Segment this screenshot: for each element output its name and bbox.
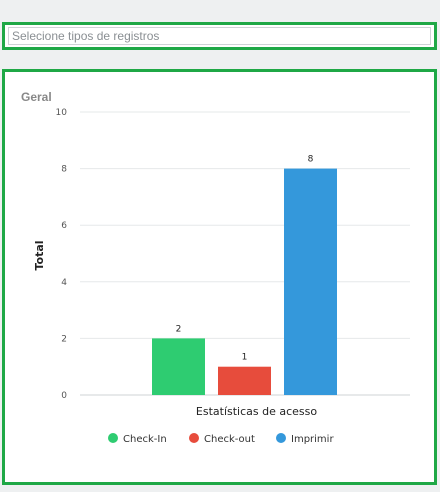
bar-value-label: 8 [308, 155, 314, 165]
bar-value-label: 1 [242, 353, 248, 363]
legend-label: Check-out [204, 434, 255, 445]
record-type-filter [2, 22, 437, 50]
y-axis-title: Total [33, 240, 46, 270]
chart-card: Geral 0 2 4 6 8 10 2 1 8 Total Estatísticas de … [2, 69, 437, 485]
y-tick-label: 0 [61, 391, 67, 401]
legend-marker [189, 433, 199, 443]
legend-marker [108, 433, 118, 443]
legend-label: Check-In [123, 434, 167, 445]
bar-value-label: 2 [176, 324, 182, 334]
legend-marker [276, 433, 286, 443]
legend-item-check-in[interactable]: Check-In [108, 433, 167, 445]
y-tick-label: 6 [61, 221, 67, 231]
legend-item-imprimir[interactable]: Imprimir [276, 433, 334, 445]
record-type-select-input[interactable] [8, 27, 431, 45]
bar-check-out[interactable] [218, 366, 271, 395]
legend-label: Imprimir [291, 434, 334, 445]
y-tick-label: 8 [61, 165, 67, 175]
bar-check-in[interactable] [152, 338, 205, 395]
y-tick-label: 4 [61, 278, 67, 288]
card-title: Geral [21, 90, 52, 104]
x-axis-title: Estatísticas de acesso [196, 405, 317, 418]
bar-imprimir[interactable] [284, 168, 337, 395]
access-statistics-chart: Geral 0 2 4 6 8 10 2 1 8 Total Estatísticas de … [21, 90, 410, 445]
y-tick-label: 10 [56, 108, 68, 118]
y-tick-label: 2 [61, 334, 67, 344]
legend-item-check-out[interactable]: Check-out [189, 433, 255, 445]
